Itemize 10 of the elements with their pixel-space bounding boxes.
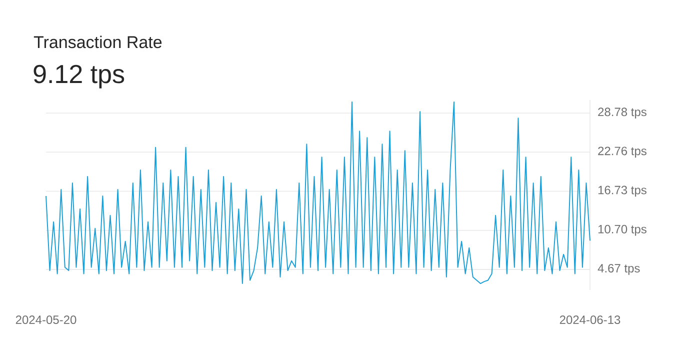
chart-subtitle: 9.12 tps — [34, 64, 124, 88]
x-tick-label: 2024-05-20 — [16, 316, 76, 324]
chart-title: Transaction Rate — [34, 36, 162, 48]
y-tick-label: 22.76 tps — [598, 146, 646, 158]
y-tick-label: 28.78 tps — [598, 108, 646, 119]
x-tick-label: 2024-06-13 — [560, 316, 620, 324]
y-tick-label: 4.67 tps — [598, 264, 640, 275]
line-series — [46, 101, 590, 284]
y-tick-label: 16.73 tps — [598, 186, 646, 197]
y-tick-label: 10.70 tps — [598, 224, 646, 236]
